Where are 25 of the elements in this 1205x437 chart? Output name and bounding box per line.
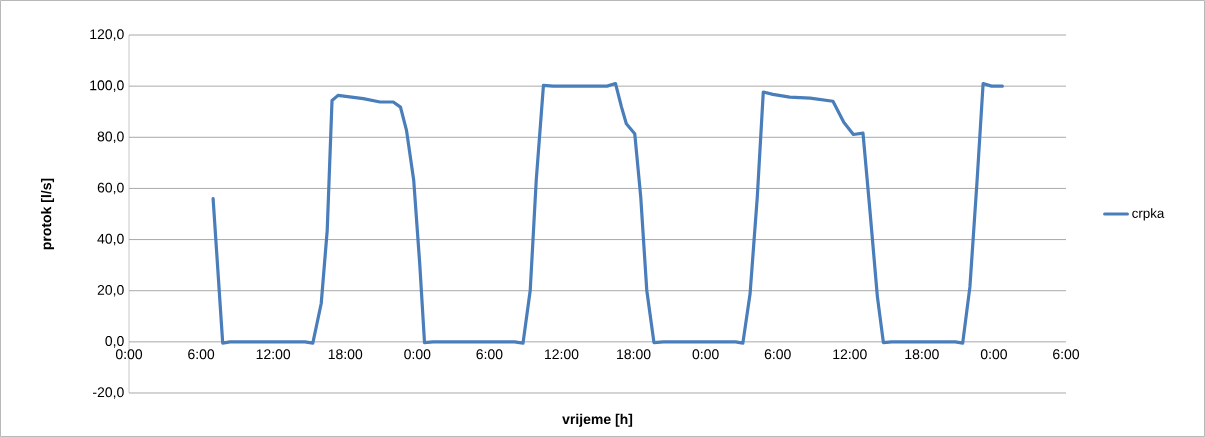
x-tick-label: 0:00: [980, 349, 1007, 360]
x-tick-label: 0:00: [404, 349, 431, 360]
y-tick-label: 40,0: [97, 233, 124, 246]
x-tick-label: 12:00: [545, 349, 579, 360]
x-tick-label: 0:00: [115, 349, 143, 360]
y-tick-label: 100,0: [90, 80, 124, 92]
y-tick-label: 0,0: [105, 336, 124, 348]
x-tick-label: 18:00: [905, 349, 939, 360]
y-tick-label: 120,0: [90, 29, 124, 41]
x-tick-label: 6:00: [188, 349, 215, 360]
x-tick-label: 12:00: [256, 349, 291, 360]
legend-label: crpka: [1132, 208, 1165, 221]
y-tick-label: 80,0: [97, 131, 124, 144]
x-tick-label: 12:00: [833, 349, 867, 360]
y-axis-title: protok [l/s]: [40, 178, 55, 250]
x-tick-label: 6:00: [764, 349, 791, 360]
x-axis-title: vrijeme [h]: [562, 413, 633, 427]
y-tick-label: 20,0: [97, 284, 124, 297]
y-tick-label: 60,0: [97, 182, 124, 195]
x-tick-label: 6:00: [1053, 349, 1080, 360]
x-tick-label: 18:00: [328, 349, 363, 360]
x-tick-label: 18:00: [617, 349, 651, 360]
x-tick-label: 6:00: [476, 349, 503, 360]
x-tick-label: 0:00: [692, 349, 719, 360]
y-tick-label: -20,0: [93, 387, 124, 399]
